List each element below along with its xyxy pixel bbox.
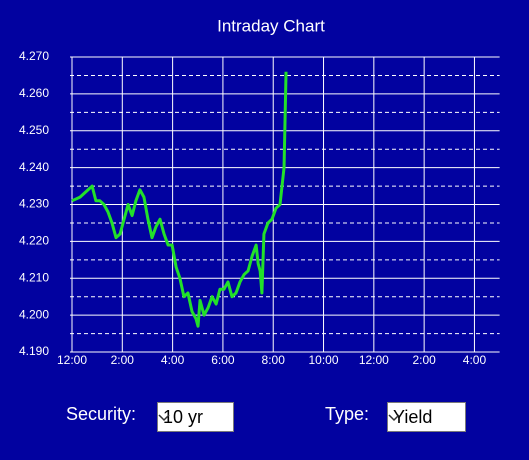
y-tick-label: 4.270	[19, 49, 49, 63]
x-tick-label: 4:00	[161, 353, 185, 367]
x-tick-label: 8:00	[262, 353, 286, 367]
x-tick-label: 12:00	[359, 353, 389, 367]
y-tick-label: 4.210	[19, 270, 49, 284]
type-label: Type:	[325, 404, 370, 424]
y-tick-label: 4.240	[19, 160, 49, 174]
y-tick-label: 4.250	[19, 123, 49, 137]
chevron	[388, 414, 400, 422]
x-tick-label: 12:00	[57, 353, 87, 367]
price-line	[71, 71, 288, 328]
x-tick-label: 10:00	[309, 353, 339, 367]
chart-title: Intraday Chart	[217, 16, 325, 35]
x-tick-label: 2:00	[111, 353, 135, 367]
y-tick-label: 4.220	[19, 234, 49, 248]
y-tick-label: 4.260	[19, 86, 49, 100]
chevron	[158, 414, 170, 422]
y-tick-label: 4.200	[19, 307, 49, 321]
security-value: 10 yr	[163, 407, 204, 427]
security-label: Security:	[66, 404, 137, 424]
security-select[interactable]: 10 yr	[157, 402, 234, 432]
x-tick-label: 4:00	[463, 353, 487, 367]
chart: Intraday Chart 4.190 4.200 4.210 4.220 4.230…	[19, 16, 500, 367]
type-value: Yield	[393, 407, 433, 427]
y-tick-label: 4.230	[19, 197, 49, 211]
y-tick-label: 4.190	[19, 344, 49, 358]
x-tick-label: 2:00	[412, 353, 436, 367]
type-select[interactable]: Yield	[387, 402, 466, 432]
x-tick-label: 6:00	[211, 353, 235, 367]
